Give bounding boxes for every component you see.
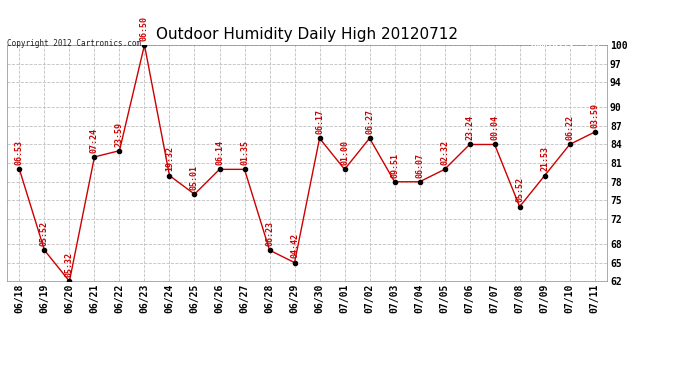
Text: 02:32: 02:32 bbox=[440, 140, 449, 165]
Text: 06:23: 06:23 bbox=[265, 221, 274, 246]
Title: Outdoor Humidity Daily High 20120712: Outdoor Humidity Daily High 20120712 bbox=[156, 27, 458, 42]
Text: 06:07: 06:07 bbox=[415, 153, 424, 178]
Text: 23:24: 23:24 bbox=[465, 115, 474, 140]
Text: 06:17: 06:17 bbox=[315, 109, 324, 134]
Text: 21:53: 21:53 bbox=[540, 146, 549, 171]
Text: Copyright 2012 Cartronics.com: Copyright 2012 Cartronics.com bbox=[7, 39, 141, 48]
Text: 05:01: 05:01 bbox=[190, 165, 199, 190]
Text: 01:35: 01:35 bbox=[240, 140, 249, 165]
Text: Humidity  (%): Humidity (%) bbox=[531, 40, 601, 49]
Text: 06:27: 06:27 bbox=[365, 109, 374, 134]
Text: 00:04: 00:04 bbox=[490, 115, 499, 140]
Text: 05:32: 05:32 bbox=[65, 252, 74, 277]
Text: 01:00: 01:00 bbox=[340, 140, 349, 165]
Text: 03:59: 03:59 bbox=[590, 103, 599, 128]
Text: 06:14: 06:14 bbox=[215, 140, 224, 165]
Text: 05:52: 05:52 bbox=[515, 177, 524, 203]
Text: 09:51: 09:51 bbox=[390, 153, 399, 178]
Text: 07:24: 07:24 bbox=[90, 128, 99, 153]
Text: 05:52: 05:52 bbox=[40, 221, 49, 246]
Text: 06:22: 06:22 bbox=[565, 115, 574, 140]
Text: 04:42: 04:42 bbox=[290, 233, 299, 258]
Text: 23:59: 23:59 bbox=[115, 122, 124, 147]
Text: 06:53: 06:53 bbox=[15, 140, 24, 165]
Text: 06:50: 06:50 bbox=[140, 16, 149, 41]
Text: 19:32: 19:32 bbox=[165, 146, 174, 171]
